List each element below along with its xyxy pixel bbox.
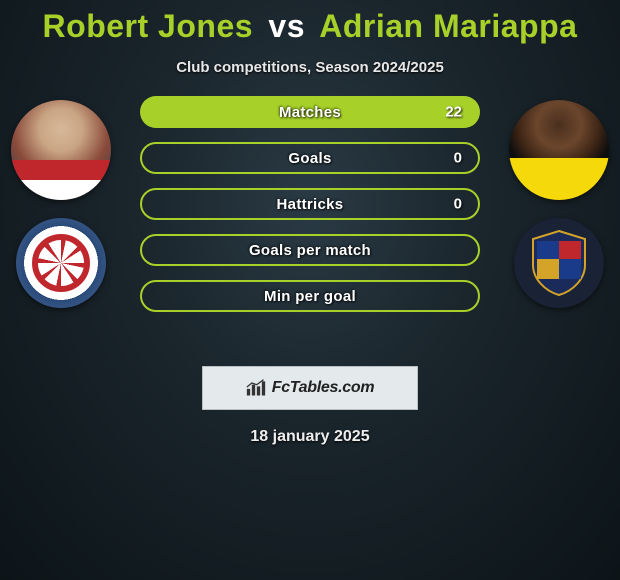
left-column [6, 100, 116, 308]
right-column [504, 100, 614, 308]
watermark: FcTables.com [202, 366, 418, 410]
player2-avatar [509, 100, 609, 200]
shield-icon [529, 229, 589, 297]
watermark-text: FcTables.com [272, 379, 375, 397]
stat-bar-value-right: 22 [445, 104, 462, 121]
stats-bars: Matches 22 Goals 0 Hattricks 0 Goals per match… [140, 96, 480, 312]
stat-bar-value-right: 0 [454, 150, 462, 167]
vs-separator: vs [268, 8, 305, 44]
stat-bar: Min per goal [140, 280, 480, 312]
stat-bar: Hattricks 0 [140, 188, 480, 220]
page-title: Robert Jones vs Adrian Mariappa [0, 8, 620, 45]
stat-bar-label: Min per goal [264, 288, 356, 305]
date: 18 january 2025 [0, 428, 620, 446]
subtitle: Club competitions, Season 2024/2025 [0, 59, 620, 76]
player2-club-crest [514, 218, 604, 308]
comparison-body: Matches 22 Goals 0 Hattricks 0 Goals per match… [0, 100, 620, 350]
stat-bar: Matches 22 [140, 96, 480, 128]
comparison-card: Robert Jones vs Adrian Mariappa Club com… [0, 0, 620, 580]
stat-bar-label: Hattricks [277, 196, 344, 213]
stat-bar: Goals 0 [140, 142, 480, 174]
stat-bar-value-right: 0 [454, 196, 462, 213]
player2-name: Adrian Mariappa [319, 8, 577, 44]
chart-icon [246, 379, 266, 397]
player1-club-crest [16, 218, 106, 308]
player1-avatar [11, 100, 111, 200]
player1-name: Robert Jones [43, 8, 253, 44]
stat-bar-label: Matches [279, 104, 341, 121]
stat-bar: Goals per match [140, 234, 480, 266]
stat-bar-label: Goals [288, 150, 331, 167]
stat-bar-label: Goals per match [249, 242, 371, 259]
